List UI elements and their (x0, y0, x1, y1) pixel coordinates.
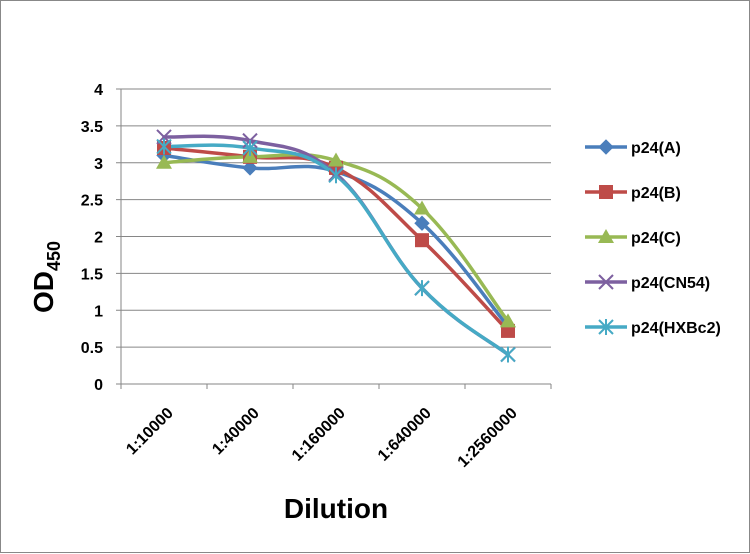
legend-marker (599, 185, 613, 199)
data-point (500, 313, 516, 328)
legend-item: p24(A) (585, 139, 681, 157)
y-axis-title-subscript: 450 (44, 241, 64, 271)
data-point (415, 233, 429, 248)
x-tick-label: 1:640000 (375, 405, 435, 465)
x-tick-labels: 1:10000 1:40000 1:160000 1:640000 1:2560000 (123, 405, 521, 471)
y-tick-label: 4 (94, 82, 103, 99)
legend-marker (598, 274, 614, 290)
data-point (414, 200, 430, 215)
data-point (500, 346, 516, 363)
legend-item: p24(B) (585, 185, 681, 202)
x-axis-title: Dilution (284, 493, 388, 524)
data-point (242, 160, 258, 176)
y-tick-label: 1 (94, 303, 103, 320)
axes (116, 88, 552, 389)
x-tick-label: 1:2560000 (455, 405, 521, 471)
data-point (328, 152, 344, 167)
y-tick-label: 3 (94, 156, 103, 173)
legend-label: p24(B) (631, 185, 681, 202)
legend-label: p24(HXBc2) (631, 320, 721, 337)
y-tick-labels: 0 0.5 1 1.5 2 2.5 3 3.5 4 (81, 82, 103, 394)
series-line-5 (162, 143, 510, 357)
legend-marker (598, 229, 614, 243)
data-point (242, 140, 258, 156)
legend-item: p24(C) (585, 229, 681, 247)
y-tick-label: 0 (94, 377, 103, 394)
y-tick-label: 2.5 (81, 193, 103, 210)
legend-label: p24(A) (631, 140, 681, 157)
y-axis-title-main: OD (28, 271, 59, 313)
legend-marker (598, 319, 614, 335)
y-axis-title: OD450 (28, 241, 64, 313)
y-tick-label: 3.5 (81, 119, 103, 136)
data-point (414, 215, 430, 231)
data-point (501, 323, 515, 338)
legend-item: p24(HXBc2) (585, 319, 721, 337)
y-tick-label: 0.5 (81, 340, 103, 357)
x-tick-label: 1:40000 (209, 405, 263, 459)
series-lines (156, 129, 516, 363)
legend-label: p24(C) (631, 230, 681, 247)
x-tick-label: 1:160000 (289, 405, 349, 465)
legend-label: p24(CN54) (631, 275, 710, 292)
data-point (156, 154, 172, 169)
legend: p24(A) p24(B) p24(C) p24(CN54) p24(HXBc2) (585, 139, 721, 337)
data-point (414, 280, 430, 297)
data-point (328, 167, 344, 184)
data-point (156, 138, 172, 155)
x-tick-label: 1:10000 (123, 405, 177, 459)
legend-marker (598, 139, 614, 155)
legend-item: p24(CN54) (585, 274, 710, 292)
y-tick-label: 2 (94, 230, 103, 247)
y-tick-label: 1.5 (81, 266, 103, 283)
